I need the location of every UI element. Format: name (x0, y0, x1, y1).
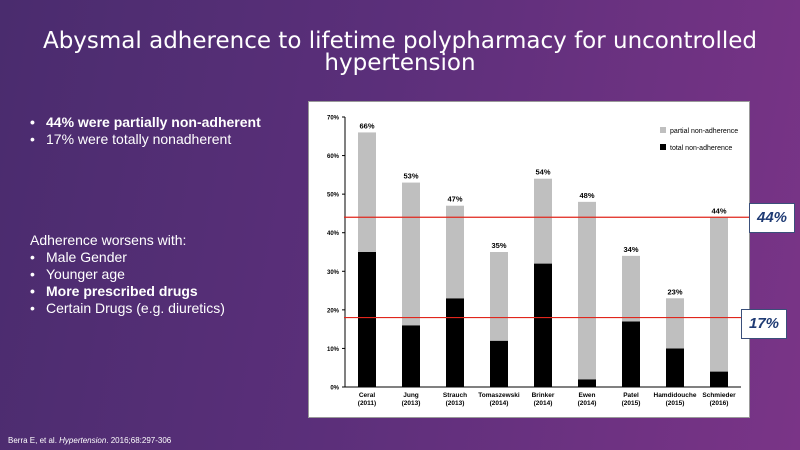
x-tick-label: Brinker (532, 392, 555, 399)
factors-heading: Adherence worsens with: (30, 232, 187, 248)
bullet-text: Certain Drugs (e.g. diuretics) (46, 300, 225, 316)
bar-total-label: 66% (359, 121, 374, 130)
bullet-item: • More prescribed drugs (30, 283, 225, 300)
bar-segment (446, 298, 464, 387)
x-tick-label-year: (2011) (358, 400, 376, 407)
x-tick-label: Schmieder (702, 392, 736, 399)
bar-segment (578, 379, 596, 387)
bar-segment (534, 178, 552, 264)
x-tick-label-year: (2014) (578, 400, 597, 407)
x-tick-label: Hamdidouche (654, 392, 697, 399)
x-tick-label: Ewen (579, 392, 596, 399)
bar-segment (534, 263, 552, 387)
bar-segment (490, 252, 508, 341)
y-tick-label: 30% (327, 270, 340, 276)
citation-journal: Hypertension (59, 436, 107, 445)
legend-label: partial non-adherence (670, 128, 738, 135)
bar-segment (402, 182, 420, 326)
bar-total-label: 34% (623, 245, 638, 254)
bullet-icon: • (30, 249, 35, 265)
bar-segment (402, 325, 420, 387)
y-tick-label: 10% (327, 347, 340, 353)
bullet-item: • Certain Drugs (e.g. diuretics) (30, 300, 225, 317)
callout-17-percent: 17% (741, 309, 787, 339)
bullet-item: • 44% were partially non-adherent (30, 114, 261, 131)
stacked-bar-chart: 0% 10% 20% 30% 40% 50% 60% 70% 66% Ceral(2011) 53%… (327, 116, 741, 407)
bullet-item: • 17% were totally nonadherent (30, 131, 261, 148)
x-tick-label: Ceral (359, 392, 375, 399)
bullet-text: 17% were totally nonadherent (46, 131, 232, 147)
bullet-icon: • (30, 266, 35, 282)
x-tick-label-year: (2014) (534, 400, 553, 407)
callout-44-percent: 44% (749, 203, 795, 233)
adherence-chart: 0% 10% 20% 30% 40% 50% 60% 70% 66% Ceral (2011) 53%… (308, 101, 750, 418)
x-tick-label-year: (2015) (622, 400, 641, 407)
y-tick-label: 40% (327, 231, 340, 237)
bar-total-label: 47% (447, 195, 462, 204)
bullet-text: 44% were partially non-adherent (46, 114, 261, 130)
y-tick-label: 70% (327, 116, 340, 122)
citation-author: Berra E, et al. (8, 436, 60, 445)
x-tick-label: Jung (403, 392, 419, 399)
y-tick-label: 60% (327, 154, 340, 160)
y-tick-label: 20% (327, 308, 340, 314)
bullet-item: • Male Gender (30, 249, 225, 266)
y-tick-label: 0% (330, 386, 339, 392)
x-tick-label-year: (2016) (710, 400, 729, 407)
bar-segment (358, 252, 376, 387)
bullet-text: Male Gender (46, 249, 127, 265)
x-tick-label-year: (2013) (446, 400, 465, 407)
bar-segment (622, 255, 640, 322)
x-tick-label: Strauch (443, 392, 467, 399)
citation: Berra E, et al. Hypertension. 2016;68:29… (8, 436, 171, 445)
x-tick-label-year: (2014) (490, 400, 509, 407)
bar-total-label: 35% (491, 241, 506, 250)
bullet-text: Younger age (46, 266, 125, 282)
bar-segment (666, 298, 684, 349)
bar-total-label: 54% (535, 168, 550, 177)
bullet-icon: • (30, 283, 35, 299)
key-findings-list: • 44% were partially non-adherent • 17% we… (30, 114, 261, 148)
bar-segment (666, 348, 684, 387)
bullet-item: • Younger age (30, 266, 225, 283)
bar-segment (358, 132, 376, 252)
adherence-factors-list: Adherence worsens with: • Male Gender • Yo… (30, 232, 225, 317)
legend-label: total non-adherence (670, 145, 732, 152)
x-tick-label: Patel (623, 392, 639, 399)
x-tick-label-year: (2015) (666, 400, 685, 407)
bullet-icon: • (30, 131, 35, 147)
legend-swatch (660, 144, 666, 150)
bullet-text: More prescribed drugs (46, 283, 198, 299)
bar-total-label: 53% (403, 172, 418, 181)
bullet-icon: • (30, 114, 35, 130)
bar-segment (446, 205, 464, 299)
citation-rest: . 2016;68:297-306 (106, 436, 172, 445)
y-tick-label: 50% (327, 193, 340, 199)
slide-title: Abysmal adherence to lifetime polypharma… (0, 28, 800, 76)
bar-total-label: 44% (711, 206, 726, 215)
legend-swatch (660, 127, 666, 133)
bar-segment (710, 217, 728, 372)
title-line-1: Abysmal adherence to lifetime polypharma… (42, 28, 758, 54)
bar-segment (710, 371, 728, 387)
bar-segment (622, 321, 640, 387)
x-tick-label: Tomaszewski (478, 392, 520, 399)
bar-total-label: 23% (667, 287, 682, 296)
bullet-icon: • (30, 300, 35, 316)
bar-total-label: 48% (579, 191, 594, 200)
x-tick-label-year: (2013) (402, 400, 421, 407)
bar-segment (490, 340, 508, 387)
bar-segment (578, 201, 596, 380)
title-line-2: hypertension (324, 50, 476, 76)
